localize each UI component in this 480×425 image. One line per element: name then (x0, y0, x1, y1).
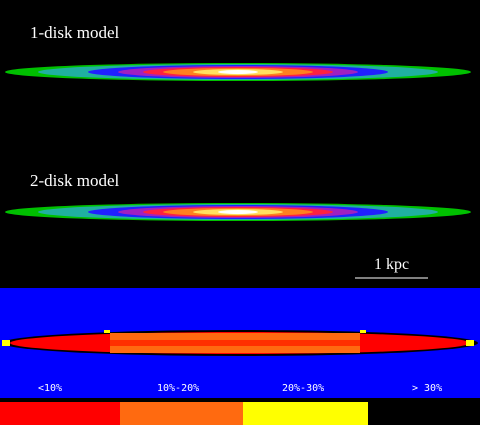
legend-label: <10% (38, 383, 62, 394)
legend-label: > 30% (412, 383, 442, 394)
disk-image (5, 63, 471, 81)
legend-swatch (120, 402, 243, 425)
legend-label: 20%-30% (282, 383, 324, 394)
legend-swatch (243, 402, 368, 425)
ratio-map (104, 330, 110, 333)
panel-label: 1-disk model (30, 23, 120, 42)
panel-label: 2-disk model (30, 171, 120, 190)
disk-image (5, 203, 471, 221)
ratio-map (2, 340, 10, 346)
scale-label: 1 kpc (374, 256, 409, 273)
ratio-map (110, 340, 360, 346)
legend-label: 10%-20% (157, 383, 199, 394)
legend-swatch (368, 402, 480, 425)
ratio-map (360, 330, 366, 333)
legend: <10% 10%-20% 20%-30% > 30% (0, 383, 480, 425)
legend-swatch (0, 402, 120, 425)
ratio-map (466, 340, 474, 346)
